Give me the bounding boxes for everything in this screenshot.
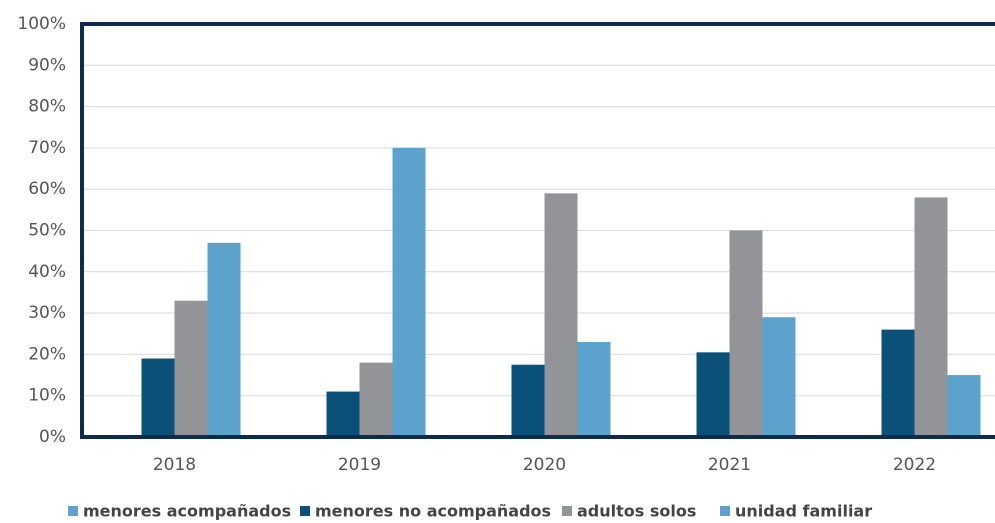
bar [577, 342, 611, 437]
y-tick-label: 0% [39, 427, 66, 447]
legend-swatch [720, 506, 730, 516]
bar [392, 147, 426, 437]
y-tick-label: 90% [28, 55, 66, 75]
y-tick-label: 100% [17, 14, 66, 34]
bar [207, 242, 241, 437]
bar [881, 329, 915, 437]
legend-swatch [562, 506, 572, 516]
y-tick-label: 30% [28, 303, 66, 323]
y-tick-label: 20% [28, 344, 66, 364]
bar [326, 391, 360, 437]
x-tick-label: 2022 [893, 455, 936, 475]
bar [141, 358, 175, 437]
y-tick-label: 70% [28, 138, 66, 158]
bar [914, 197, 948, 437]
bar [174, 300, 208, 437]
legend-swatch [300, 506, 310, 516]
bar [696, 352, 730, 437]
y-tick-label: 60% [28, 179, 66, 199]
y-tick-label: 80% [28, 97, 66, 117]
plot-frame [80, 22, 995, 439]
legend-label: menores no acompañados [315, 502, 551, 521]
y-tick-label: 50% [28, 221, 66, 241]
bar [359, 362, 393, 437]
legend-swatch [68, 506, 78, 516]
legend-label: adultos solos [577, 502, 696, 521]
legend-label: unidad familiar [735, 502, 872, 521]
x-tick-label: 2020 [523, 455, 566, 475]
bar [729, 230, 763, 437]
bar [544, 193, 578, 437]
x-tick-label: 2019 [338, 455, 381, 475]
x-tick-label: 2018 [153, 455, 196, 475]
y-tick-label: 10% [28, 386, 66, 406]
legend-label: menores acompañados [83, 502, 291, 521]
bar [947, 375, 981, 437]
bar [762, 317, 796, 437]
x-tick-label: 2021 [708, 455, 751, 475]
bar [511, 364, 545, 437]
y-tick-label: 40% [28, 262, 66, 282]
